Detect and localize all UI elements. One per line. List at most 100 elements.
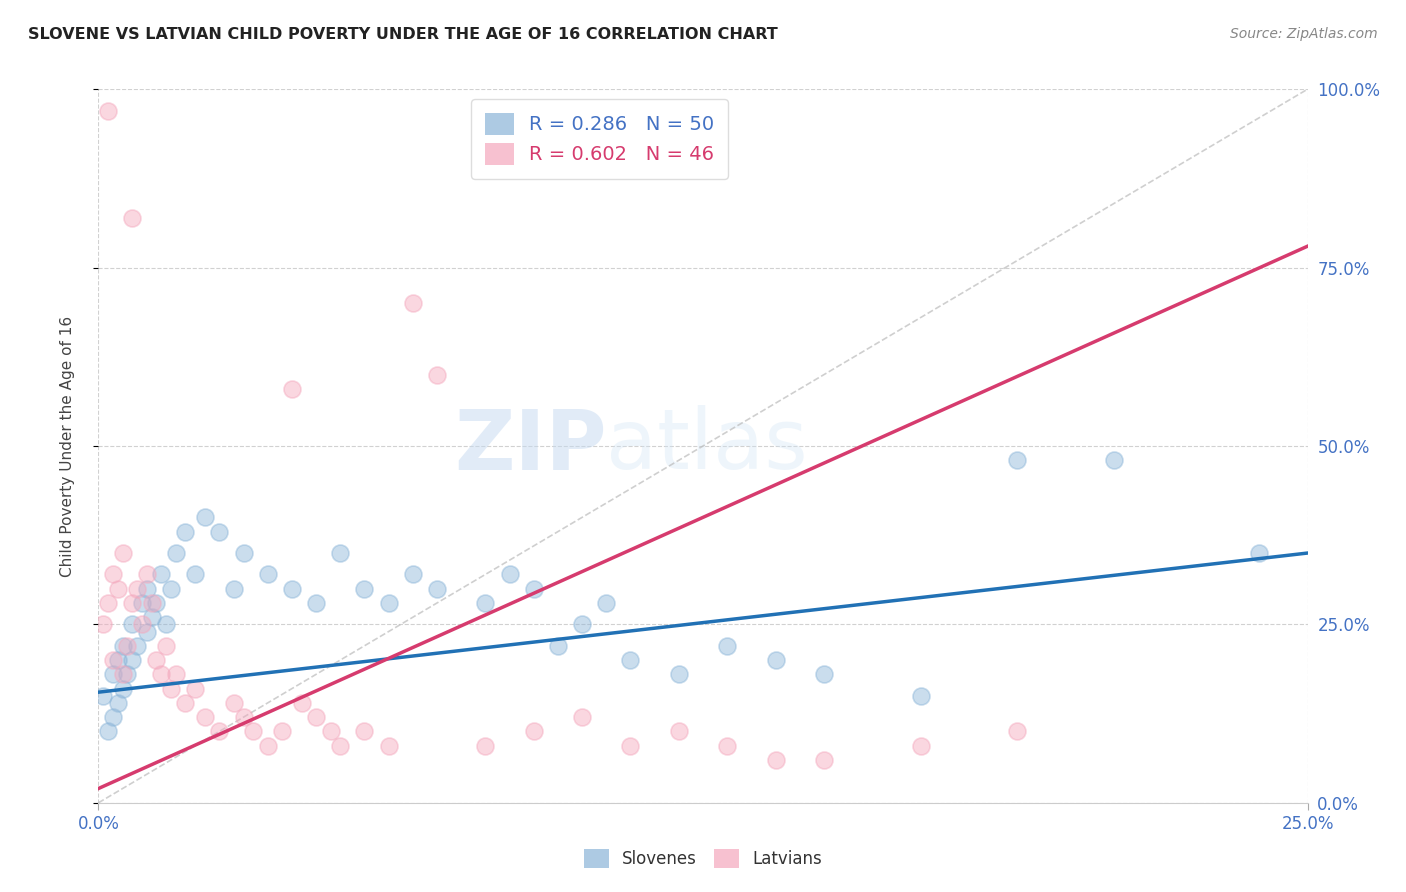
Point: [131, 596, 153, 610]
Point: [127, 582, 149, 596]
Point: [121, 617, 143, 632]
Point: [668, 667, 690, 681]
Point: [232, 546, 254, 560]
Point: [716, 639, 738, 653]
Point: [716, 739, 738, 753]
Point: [353, 724, 375, 739]
Point: [97, 724, 120, 739]
Point: [121, 211, 143, 225]
Point: [329, 546, 352, 560]
Point: [97, 103, 120, 118]
Point: [813, 753, 835, 767]
Point: [101, 667, 124, 681]
Point: [765, 753, 787, 767]
Legend: R = 0.286   N = 50, R = 0.602   N = 46: R = 0.286 N = 50, R = 0.602 N = 46: [471, 99, 728, 178]
Point: [101, 710, 124, 724]
Point: [474, 739, 496, 753]
Point: [281, 382, 304, 396]
Point: [165, 546, 187, 560]
Point: [329, 739, 352, 753]
Point: [426, 368, 449, 382]
Point: [813, 667, 835, 681]
Point: [184, 681, 207, 696]
Point: [101, 567, 124, 582]
Point: [150, 567, 173, 582]
Point: [97, 596, 120, 610]
Point: [91, 689, 114, 703]
Point: [111, 546, 134, 560]
Point: [319, 724, 342, 739]
Point: [232, 710, 254, 724]
Point: [402, 296, 425, 310]
Point: [498, 567, 520, 582]
Point: [135, 582, 157, 596]
Point: [121, 653, 143, 667]
Point: [353, 582, 375, 596]
Point: [184, 567, 207, 582]
Point: [131, 617, 153, 632]
Point: [271, 724, 294, 739]
Point: [141, 610, 163, 624]
Point: [1007, 724, 1029, 739]
Text: ZIP: ZIP: [454, 406, 606, 486]
Point: [222, 582, 245, 596]
Point: [107, 582, 129, 596]
Point: [117, 639, 139, 653]
Point: [281, 582, 304, 596]
Point: [194, 510, 217, 524]
Point: [111, 667, 134, 681]
Text: SLOVENE VS LATVIAN CHILD POVERTY UNDER THE AGE OF 16 CORRELATION CHART: SLOVENE VS LATVIAN CHILD POVERTY UNDER T…: [28, 27, 778, 42]
Point: [145, 653, 167, 667]
Point: [155, 617, 177, 632]
Point: [111, 681, 134, 696]
Point: [523, 724, 546, 739]
Point: [160, 582, 183, 596]
Point: [150, 667, 173, 681]
Point: [165, 667, 187, 681]
Point: [290, 696, 312, 710]
Point: [107, 696, 129, 710]
Point: [571, 617, 593, 632]
Text: Source: ZipAtlas.com: Source: ZipAtlas.com: [1230, 27, 1378, 41]
Point: [174, 696, 197, 710]
Legend: Slovenes, Latvians: Slovenes, Latvians: [578, 842, 828, 875]
Point: [256, 739, 278, 753]
Point: [208, 724, 231, 739]
Point: [135, 567, 157, 582]
Point: [1249, 546, 1271, 560]
Point: [174, 524, 197, 539]
Point: [619, 739, 641, 753]
Point: [111, 639, 134, 653]
Point: [595, 596, 617, 610]
Point: [107, 653, 129, 667]
Point: [474, 596, 496, 610]
Point: [160, 681, 183, 696]
Point: [256, 567, 278, 582]
Point: [426, 582, 449, 596]
Point: [1102, 453, 1125, 467]
Point: [135, 624, 157, 639]
Y-axis label: Child Poverty Under the Age of 16: Child Poverty Under the Age of 16: [60, 316, 75, 576]
Point: [910, 689, 932, 703]
Point: [145, 596, 167, 610]
Point: [194, 710, 217, 724]
Point: [547, 639, 569, 653]
Point: [668, 724, 690, 739]
Text: atlas: atlas: [606, 406, 808, 486]
Point: [117, 667, 139, 681]
Point: [242, 724, 264, 739]
Point: [121, 596, 143, 610]
Point: [377, 739, 399, 753]
Point: [1007, 453, 1029, 467]
Point: [91, 617, 114, 632]
Point: [765, 653, 787, 667]
Point: [305, 710, 328, 724]
Point: [101, 653, 124, 667]
Point: [222, 696, 245, 710]
Point: [571, 710, 593, 724]
Point: [305, 596, 328, 610]
Point: [910, 739, 932, 753]
Point: [402, 567, 425, 582]
Point: [208, 524, 231, 539]
Point: [127, 639, 149, 653]
